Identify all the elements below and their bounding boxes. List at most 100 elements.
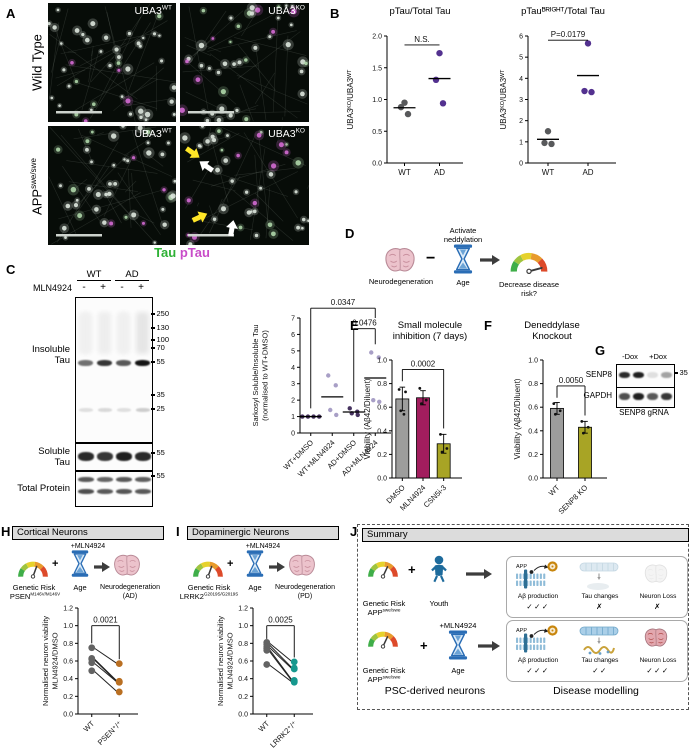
treatment-sign: + <box>138 282 144 293</box>
scale-bar <box>56 234 102 237</box>
outcome-disease-label: (PD) <box>297 593 313 600</box>
blot-band <box>632 393 644 400</box>
svg-text:5: 5 <box>519 55 523 62</box>
blot-band <box>647 393 659 400</box>
svg-text:0.0: 0.0 <box>238 712 248 719</box>
insoluble-tau-blot <box>75 297 153 443</box>
blot-band <box>661 372 673 378</box>
disease-modelling-label: Disease modelling <box>553 685 639 697</box>
blot-band <box>632 372 644 378</box>
image-genotype-label: UBA3KO <box>268 127 305 140</box>
data-point <box>548 140 555 148</box>
mw-marker: 35 <box>151 390 165 399</box>
minus-sign: − <box>426 250 436 267</box>
psc-derived-neurons-label: PSC-derived neurons <box>384 685 486 697</box>
svg-text:1.2: 1.2 <box>63 606 73 613</box>
data-point <box>397 388 401 391</box>
svg-text:1.5: 1.5 <box>372 65 382 72</box>
neuron-loss-marks: ✓✓✓ <box>646 666 670 675</box>
chart-canvas: 0.0 0.5 1.0 1.5 2.0 WT AD UBA3ᴷᴼ/UBA3ᵂᵀ N.S. <box>346 34 463 177</box>
data-point <box>326 373 331 378</box>
data-point <box>424 398 428 402</box>
neuron-loss-label: Neuron Loss <box>639 657 677 664</box>
data-point <box>582 431 585 435</box>
data-point <box>404 110 412 118</box>
neuron-loss-icon <box>643 627 669 648</box>
soluble-tau-blot <box>75 443 153 471</box>
age-label: Age <box>248 583 262 592</box>
svg-text:0.0476: 0.0476 <box>352 319 377 328</box>
svg-text:UBA3ᴷᴼ/UBA3ᵂᵀ: UBA3ᴷᴼ/UBA3ᵂᵀ <box>346 69 355 129</box>
svg-text:0.0025: 0.0025 <box>268 616 293 625</box>
chart-canvas: 01234567WT+DMSOWT+MLN4924AD+DMSOAD+MLN49… <box>251 298 391 479</box>
row-label-app: APPswe/swe <box>29 122 44 252</box>
data-point <box>581 87 588 95</box>
chart-title: Deneddylase Knockout <box>524 320 580 343</box>
chart-title: pTauᴮᴿᴵᴳᴴᵀ/Total Tau <box>521 6 605 17</box>
app-abeta-icon: APP <box>513 560 559 592</box>
data-point <box>586 425 590 429</box>
abeta-production-label: Aβ production <box>517 657 559 664</box>
data-point <box>404 390 407 394</box>
svg-text:3: 3 <box>519 97 523 104</box>
svg-text:0.0347: 0.0347 <box>331 298 356 307</box>
mw-marker-total: 55 <box>151 471 181 505</box>
micrograph-ad-uba3wt: UBA3WT <box>48 126 176 245</box>
outcome-label: Neurodegeneration <box>100 584 160 591</box>
treatment-sign: - <box>120 282 124 293</box>
svg-text:0.0002: 0.0002 <box>411 359 436 368</box>
svg-text:0.6: 0.6 <box>377 405 387 412</box>
micrograph-wt-uba3wt: UBA3WT <box>48 3 176 122</box>
panel-letter-e: E <box>350 318 359 333</box>
summary-panel-border <box>357 524 689 710</box>
svg-text:1.0: 1.0 <box>377 358 387 365</box>
blot-smear <box>98 312 111 354</box>
data-point <box>399 409 403 413</box>
svg-text:AD: AD <box>434 168 445 177</box>
blot-smear <box>79 312 92 354</box>
mw-marker: 250 <box>151 309 169 318</box>
age-label: Age <box>73 583 87 592</box>
brain-icon <box>112 553 142 578</box>
brain-icon <box>287 553 317 578</box>
micrograph-image <box>48 126 176 245</box>
right-arrow-icon <box>478 640 500 652</box>
blot-smear <box>136 312 149 354</box>
tau-changes-marks: ✓✓ <box>592 666 608 675</box>
activate-neddylation-label: Activate neddylation <box>443 226 483 244</box>
senp8-label: SENP8 <box>585 370 612 379</box>
svg-text:0.6: 0.6 <box>528 405 538 412</box>
blot-band <box>96 489 113 494</box>
outcome-label: Neurodegeneration <box>275 584 335 591</box>
svg-text:1.2: 1.2 <box>238 606 248 613</box>
group-label-ad: AD <box>115 269 149 281</box>
neuron-loss-icon <box>643 563 669 584</box>
risk-gauge-icon <box>366 556 400 579</box>
abeta-production-marks: ✓✓✓ <box>526 666 550 675</box>
svg-text:0.0: 0.0 <box>63 712 73 719</box>
chart-deneddylase-knockout: 0.0 0.2 0.4 0.6 0.8 1.0 WT SENP8 KO Viability (A… <box>510 340 618 525</box>
scale-bar <box>56 111 102 114</box>
data-point <box>440 450 444 454</box>
blot-band <box>96 477 113 482</box>
stain-legend: Tau pTau <box>122 245 242 260</box>
tau-changes-icon <box>577 560 621 592</box>
tau-changes-icon <box>577 624 621 656</box>
plus-sign: + <box>408 562 416 577</box>
risk-gauge-icon <box>366 626 400 649</box>
mw-markers-main: 250 130 100 70 55 35 25 <box>151 297 181 441</box>
svg-text:0.0: 0.0 <box>372 161 382 168</box>
blot-row-label: Tau <box>54 355 70 366</box>
svg-text:0.4: 0.4 <box>63 676 73 683</box>
data-point <box>371 397 376 403</box>
tau-changes-label: Tau changes <box>581 593 619 600</box>
age-label: Age <box>456 278 470 287</box>
svg-text:7: 7 <box>291 316 295 323</box>
svg-text:Viability (Aβ42/Diluent): Viability (Aβ42/Diluent) <box>363 378 372 459</box>
bar <box>550 407 564 479</box>
outcome-disease-label: (AD) <box>122 593 138 600</box>
panel-letter-h: H <box>1 524 11 539</box>
data-point <box>263 647 271 654</box>
blot-band <box>116 360 131 366</box>
